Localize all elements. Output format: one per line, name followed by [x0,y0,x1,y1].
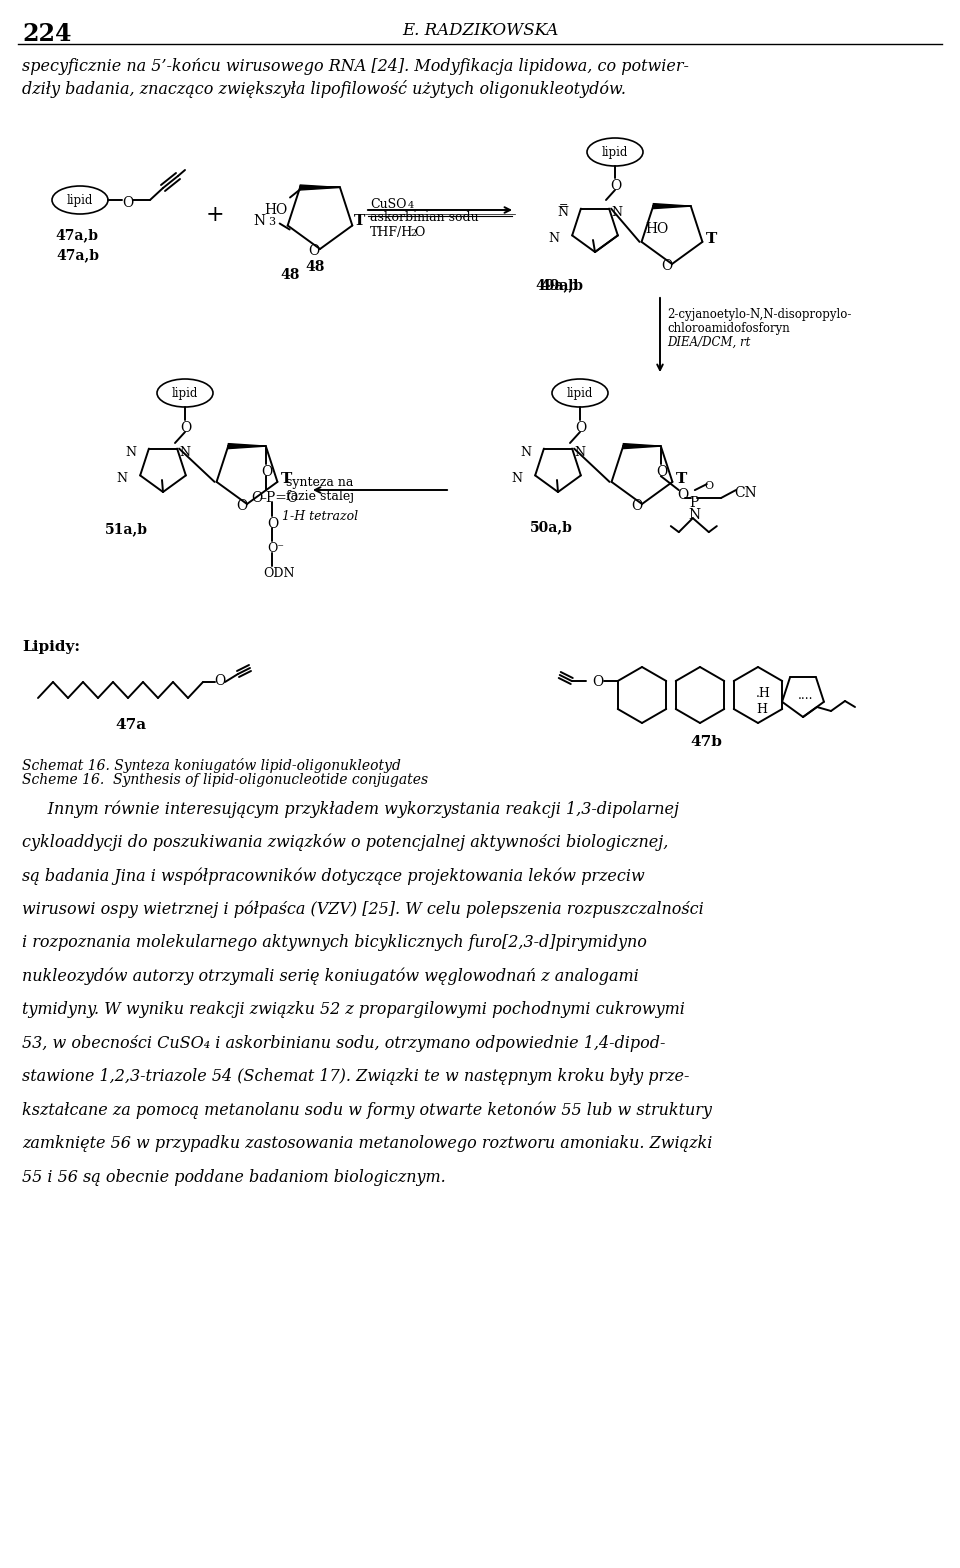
Text: T: T [354,213,366,227]
Text: lipid: lipid [602,146,628,158]
Text: O: O [267,517,278,532]
Text: 47b: 47b [690,735,722,750]
Text: tymidyny. W wyniku reakcji związku 52 z propargilowymi pochodnymi cukrowymi: tymidyny. W wyniku reakcji związku 52 z … [22,1000,684,1018]
Text: O: O [677,488,688,502]
Text: T: T [706,232,717,246]
Text: O: O [705,481,714,491]
Text: stawione 1,2,3-triazole 54 (Schemat 17). Związki te w następnym kroku były prze-: stawione 1,2,3-triazole 54 (Schemat 17).… [22,1068,689,1085]
Text: askorbinian sodu: askorbinian sodu [370,212,479,224]
Text: O: O [632,499,642,513]
Text: CuSO: CuSO [370,198,406,212]
Text: 47a,b: 47a,b [56,248,99,262]
Text: DIEA/DCM, rt: DIEA/DCM, rt [667,336,751,350]
Text: Innym równie interesującym przykładem wykorzystania reakcji 1,3-dipolarnej: Innym równie interesującym przykładem wy… [22,800,679,817]
Text: +: + [205,204,225,226]
Text: Scheme 16.  Synthesis of lipid-oligonucleotide conjugates: Scheme 16. Synthesis of lipid-oligonucle… [22,773,428,787]
Text: dziły badania, znacząco zwiększyła lipofilowość użytych oligonukleotydów.: dziły badania, znacząco zwiększyła lipof… [22,80,626,99]
Text: O: O [610,179,621,193]
Text: N: N [253,213,266,227]
Text: 51a,b: 51a,b [105,522,148,536]
Text: N: N [126,445,136,458]
Text: fazie stalej: fazie stalej [286,491,354,503]
Text: O: O [236,499,248,513]
Text: są badania Jina i współpracowników dotyczące projektowania leków przeciw: są badania Jina i współpracowników dotyc… [22,867,645,884]
Text: wirusowi ospy wietrznej i półpaśca (VZV) [25]. W celu polepszenia rozpuszczalnoś: wirusowi ospy wietrznej i półpaśca (VZV)… [22,900,704,917]
Text: 224: 224 [22,22,71,45]
Text: –P=O: –P=O [260,491,299,505]
Text: H: H [756,702,767,717]
Text: N: N [117,472,128,486]
Text: chloroamidofosforyn: chloroamidofosforyn [667,321,790,336]
Text: N: N [520,445,532,458]
Text: i rozpoznania molekularnego aktywnych bicyklicznych furo[2,3-d]pirymidyno: i rozpoznania molekularnego aktywnych bi… [22,935,647,952]
Text: N: N [574,445,585,458]
Text: specyficznie na 5’-końcu wirusowego RNA [24]. Modyfikacja lipidowa, co potwier-: specyficznie na 5’-końcu wirusowego RNA … [22,58,689,75]
Text: O: O [251,491,262,505]
Text: 50a,b: 50a,b [530,521,573,535]
Text: O: O [180,420,191,434]
Text: HO: HO [645,223,668,237]
Text: 2: 2 [410,229,417,238]
Text: zamknięte 56 w przypadku zastosowania metanolowego roztworu amoniaku. Związki: zamknięte 56 w przypadku zastosowania me… [22,1135,712,1152]
Text: 49a,b: 49a,b [535,278,578,292]
Text: Schemat 16. Synteza koniugatów lipid-oligonukleotyd: Schemat 16. Synteza koniugatów lipid-oli… [22,757,401,773]
Text: 55 i 56 są obecnie poddane badaniom biologicznym.: 55 i 56 są obecnie poddane badaniom biol… [22,1168,445,1185]
Text: O: O [414,226,424,238]
Text: .H: .H [756,687,771,699]
Text: T: T [676,472,686,486]
Text: N: N [689,508,701,522]
Text: THF/H: THF/H [370,226,413,238]
Text: 48: 48 [305,260,324,274]
Text: N: N [612,205,622,218]
Text: O: O [656,466,667,480]
Polygon shape [653,204,691,209]
Text: N: N [549,232,560,246]
Text: 2-cyjanoetylo-N,N-disopropylo-: 2-cyjanoetylo-N,N-disopropylo- [667,307,852,321]
Text: ....: .... [798,688,813,702]
Text: O⁻: O⁻ [267,543,284,555]
Text: 53, w obecności CuSO₄ i askorbinianu sodu, otrzymano odpowiednie 1,4-dipod-: 53, w obecności CuSO₄ i askorbinianu sod… [22,1035,665,1052]
Text: 4: 4 [408,201,415,210]
Text: N: N [512,472,522,486]
Text: lipid: lipid [172,386,198,400]
Text: lipid: lipid [67,193,93,207]
Text: kształcane za pomocą metanolanu sodu w formy otwarte ketonów 55 lub w struktury: kształcane za pomocą metanolanu sodu w f… [22,1101,712,1120]
Text: 49a,b: 49a,b [540,278,583,292]
Polygon shape [228,444,266,448]
Text: O: O [122,196,133,210]
Text: N: N [180,445,190,458]
Text: O: O [575,420,587,434]
Text: synteza na: synteza na [286,477,353,489]
Text: 47a: 47a [115,718,146,732]
Text: CN: CN [733,486,756,500]
Text: 48: 48 [280,268,300,282]
Polygon shape [300,185,340,190]
Text: ODN: ODN [263,568,295,580]
Text: N: N [558,205,568,218]
Text: HO: HO [264,204,287,218]
Text: O: O [661,259,673,273]
Text: cykloaddycji do poszukiwania związków o potencjalnej aktywności biologicznej,: cykloaddycji do poszukiwania związków o … [22,834,668,851]
Text: Lipidy:: Lipidy: [22,640,80,654]
Text: 47a,b: 47a,b [55,227,98,241]
Text: E. RADZIKOWSKA: E. RADZIKOWSKA [402,22,558,39]
Text: 3: 3 [268,216,275,226]
Text: nukleozydów autorzy otrzymali serię koniugatów węglowodnań z analogami: nukleozydów autorzy otrzymali serię koni… [22,967,638,985]
Text: =: = [559,201,568,210]
Text: O: O [261,466,272,480]
Text: O: O [214,674,226,688]
Polygon shape [623,444,660,448]
Text: lipid: lipid [566,386,593,400]
Text: P: P [689,495,698,510]
Text: O: O [591,674,603,688]
Text: T: T [280,472,292,486]
Text: O: O [308,245,320,259]
Text: 1-H tetrazol: 1-H tetrazol [282,510,358,524]
